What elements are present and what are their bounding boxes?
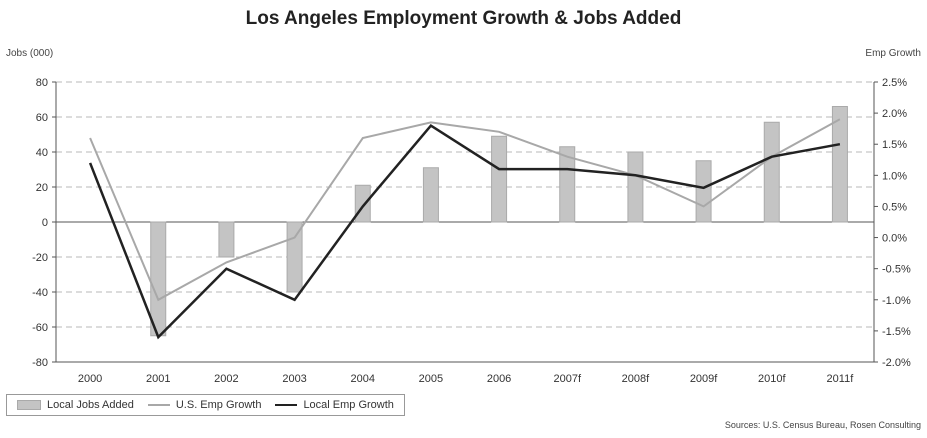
legend: Local Jobs Added U.S. Emp Growth Local E… [6, 394, 405, 416]
left-tick-label: 40 [36, 147, 48, 159]
legend-swatch-us [147, 404, 170, 406]
line-local-emp-growth [88, 123, 841, 340]
right-tick-label: 1.5% [882, 139, 907, 151]
bar-jobs-added [831, 106, 848, 223]
x-tick-label: 2007f [553, 373, 581, 385]
bar-jobs-added [763, 121, 780, 223]
bar-jobs-added [286, 221, 303, 293]
right-tick-label: -0.5% [882, 264, 911, 276]
x-tick-label: 2008f [622, 373, 650, 385]
x-tick-label: 2002 [214, 373, 238, 385]
left-tick-label: -20 [32, 252, 48, 264]
x-tick-label: 2000 [78, 373, 102, 385]
left-tick-label: 60 [36, 112, 48, 124]
right-tick-label: -1.5% [882, 326, 911, 338]
legend-swatch-bar [17, 400, 41, 410]
bar-jobs-added [695, 160, 712, 223]
x-tick-label: 2011f [827, 373, 855, 385]
left-tick-label: 80 [36, 77, 48, 89]
right-tick-label: 0.5% [882, 201, 907, 213]
legend-label-jobs: Local Jobs Added [47, 399, 134, 411]
right-tick-label: 1.0% [882, 170, 907, 182]
bar-jobs-added [422, 167, 439, 223]
chart-title: Los Angeles Employment Growth & Jobs Add… [245, 8, 682, 29]
x-tick-label: 2010f [758, 373, 786, 385]
left-tick-label: -40 [32, 287, 48, 299]
line-us-emp-growth [89, 118, 841, 302]
x-tick-label: 2005 [419, 373, 443, 385]
left-tick-label: 20 [36, 182, 48, 194]
bar-jobs-added [354, 184, 371, 223]
right-tick-label: 2.0% [882, 108, 907, 120]
left-tick-label: -80 [32, 357, 48, 369]
legend-label-us: U.S. Emp Growth [175, 399, 262, 411]
legend-item-us: U.S. Emp Growth [147, 399, 262, 411]
bar-jobs-added [491, 135, 508, 223]
x-tick-label: 2004 [351, 373, 375, 385]
left-tick-label: -60 [32, 322, 48, 334]
legend-item-local: Local Emp Growth [275, 399, 394, 411]
legend-label-local: Local Emp Growth [303, 399, 394, 411]
right-tick-label: -1.0% [882, 295, 911, 307]
left-axis-label: Jobs (000) [6, 48, 54, 59]
legend-swatch-local [275, 404, 298, 406]
x-tick-label: 2001 [146, 373, 170, 385]
bar-jobs-added [559, 146, 576, 223]
bar-jobs-added [627, 151, 644, 223]
right-tick-label: -2.0% [882, 357, 911, 369]
x-tick-label: 2009f [690, 373, 718, 385]
bar-jobs-added [218, 221, 235, 258]
bar-jobs-added [150, 221, 167, 337]
x-tick-label: 2003 [282, 373, 306, 385]
source-note: Sources: U.S. Census Bureau, Rosen Consu… [724, 420, 921, 430]
right-tick-label: 0.0% [882, 233, 907, 245]
right-tick-label: 2.5% [882, 77, 907, 89]
right-axis-label: Emp Growth [865, 48, 921, 59]
x-tick-label: 2006 [487, 373, 511, 385]
left-tick-label: 0 [42, 217, 48, 229]
legend-item-jobs: Local Jobs Added [17, 399, 134, 411]
